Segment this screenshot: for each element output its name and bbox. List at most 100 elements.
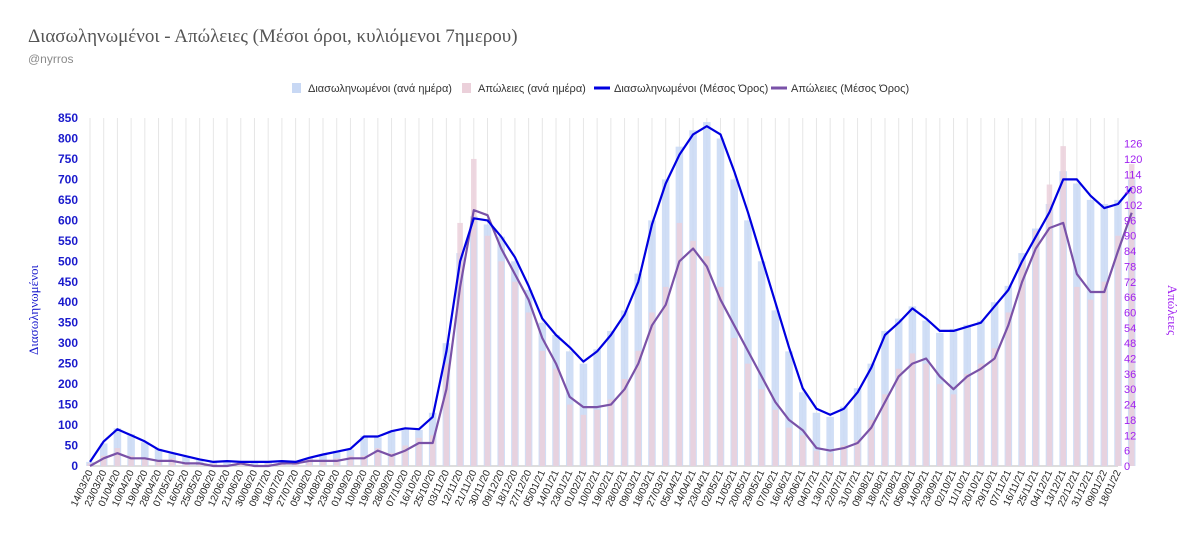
y-tick-right: 78 [1124,261,1136,273]
bar-deaths [580,414,587,466]
y-tick-right: 126 [1124,139,1142,151]
y-tick-left: 350 [58,316,78,330]
y-tick-left: 150 [58,398,78,412]
bar-intubated [785,351,793,466]
bar-deaths [758,389,765,466]
lines [89,125,1133,468]
bar-deaths [704,256,710,466]
bar-deaths [183,463,189,466]
bar-deaths [512,281,518,466]
y-tick-left: 300 [58,336,78,350]
y-tick-right: 36 [1124,369,1136,381]
y-tick-right: 114 [1124,169,1142,181]
bar-intubated [223,461,231,466]
bar-deaths [402,445,409,466]
bar-deaths [429,435,436,466]
bar-intubated [113,428,122,466]
bar-deaths [169,458,176,466]
bar-deaths [196,463,203,466]
y-tick-right: 12 [1124,430,1136,442]
bar-deaths [772,409,779,466]
bar-deaths [813,450,820,466]
bar-deaths [964,373,970,466]
x-axis: 14/03/2023/03/2001/04/2010/04/2019/04/20… [69,468,1124,508]
bar-intubated [607,330,615,466]
y-tick-right: 66 [1124,292,1136,304]
y-axis-left-title: Διασωληνωμένοι [26,265,41,355]
bar-deaths [827,453,833,466]
bar-intubated [826,416,834,466]
y-tick-right: 48 [1124,338,1136,350]
bar-deaths [1074,286,1080,466]
bar-deaths [1115,235,1121,466]
y-tick-right: 84 [1124,246,1136,258]
y-tick-right: 72 [1124,277,1136,289]
bar-intubated [757,261,766,466]
bar-deaths [375,448,381,466]
y-axis-right: 0 6 12 18 24 30 36 42 48 54 60 66 72 78 84 90 96 102 108 11… [1124,139,1142,473]
y-tick-right: 120 [1124,154,1142,166]
bar-deaths [347,455,354,466]
bar-deaths [608,399,614,466]
bar-intubated [99,443,108,466]
y-tick-right: 6 [1124,446,1130,458]
bar-deaths [265,463,271,466]
y-tick-left: 250 [58,357,78,371]
bar-intubated [127,434,135,466]
legend-label-1: Απώλειες (ανά ημέρα) [478,83,586,95]
bar-deaths [498,261,504,466]
bar-deaths [1128,164,1135,466]
y-tick-right: 102 [1124,200,1142,212]
bar-intubated [250,461,259,466]
bar-deaths [1046,184,1053,466]
y-tick-right: 24 [1124,400,1136,412]
chart-subtitle: @nyrros [28,52,74,66]
bar-deaths [799,435,806,466]
bar-deaths [923,363,929,466]
bars-deaths-daily [87,146,1135,467]
bar-deaths [155,460,162,466]
bar-deaths [1087,299,1094,466]
y-tick-left: 50 [65,439,79,453]
y-tick-left: 550 [58,234,78,248]
bar-deaths [292,463,299,466]
bar-deaths [1032,230,1039,466]
bar-deaths [114,448,121,466]
bar-deaths [553,368,559,466]
bar-deaths [87,463,93,466]
bar-deaths [128,455,134,466]
bar-intubated [771,310,780,466]
bar-deaths [937,384,943,466]
bar-deaths [457,222,463,466]
bar-intubated [154,448,163,466]
bar-deaths [1060,146,1066,466]
y-tick-right: 60 [1124,307,1136,319]
bar-deaths [388,453,395,466]
bar-deaths [539,350,546,466]
bar-deaths [786,427,792,466]
bar-deaths [950,394,957,466]
bar-deaths [1005,312,1012,466]
bar-deaths [635,350,642,466]
y-tick-left: 600 [58,213,78,227]
bar-deaths [238,463,244,466]
bar-deaths [868,419,875,466]
bar-intubated [141,442,149,466]
bar-deaths [416,437,422,466]
bar-deaths [100,455,107,466]
bar-intubated [744,220,752,466]
line-intubated-average [89,125,1133,463]
legend-label-0: Διασωληνωμένοι (ανά ημέρα) [308,83,452,95]
bar-deaths [649,312,655,466]
y-tick-left: 400 [58,295,78,309]
legend-swatch-1 [462,83,471,93]
bar-deaths [731,338,737,466]
bar-deaths [1101,281,1108,466]
y-axis-right-title: Απώλειες [1165,285,1180,336]
bar-intubated [853,388,862,466]
bar-deaths [676,222,683,466]
y-tick-right: 108 [1124,185,1142,197]
bar-deaths [333,458,340,466]
y-tick-left: 0 [71,459,78,473]
y-tick-left: 750 [58,152,78,166]
